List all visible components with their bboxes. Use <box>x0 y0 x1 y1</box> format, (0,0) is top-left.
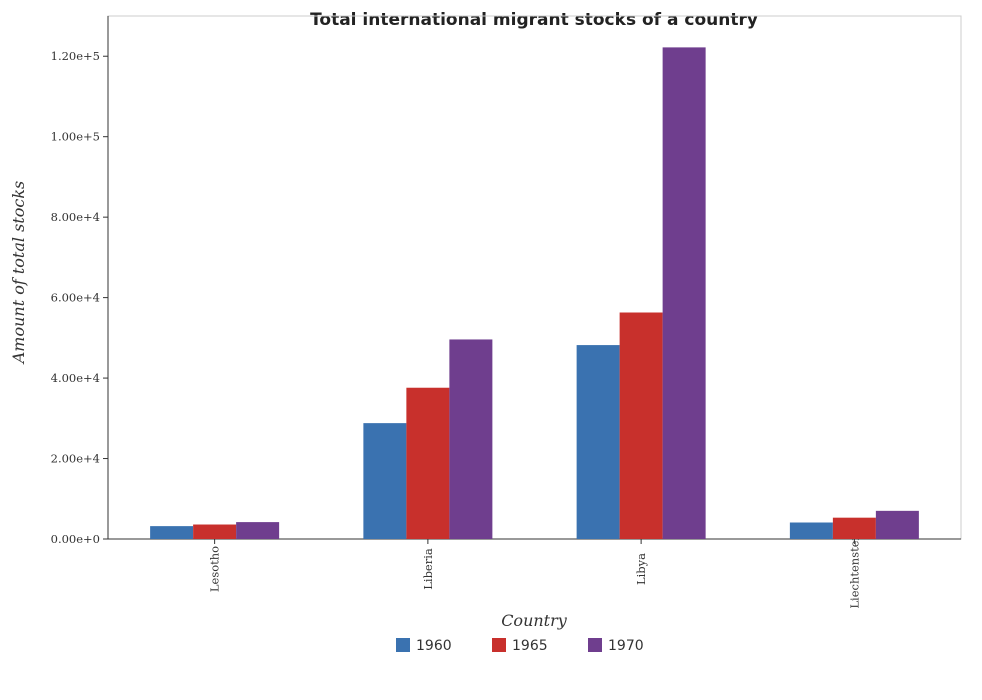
bar-1960-liberia <box>363 423 407 539</box>
bar-1960-liechtenstein <box>789 522 833 539</box>
x-tick-label: Libya <box>634 553 648 585</box>
y-tick-label: 2.00e+4 <box>51 452 100 466</box>
y-tick-label: 4.00e+4 <box>51 371 100 385</box>
y-tick-label: 0.00e+0 <box>51 532 100 546</box>
y-tick-label: 1.00e+5 <box>51 130 100 144</box>
bar-1965-lesotho <box>193 524 237 539</box>
x-tick-label: Lesotho <box>208 546 222 592</box>
plot-frame <box>107 15 962 540</box>
legend-label-1965: 1965 <box>512 638 548 654</box>
x-tick-label: Liberia <box>421 548 435 590</box>
x-tick-label: Liechtenstein <box>847 529 861 609</box>
legend-swatch-1970 <box>588 638 602 652</box>
legend-swatch-1965 <box>492 638 506 652</box>
chart-title: Total international migrant stocks of a … <box>310 10 758 30</box>
y-tick-label: 8.00e+4 <box>51 210 100 224</box>
y-tick-label: 1.20e+5 <box>51 49 100 63</box>
bar-1965-liechtenstein <box>832 517 876 539</box>
legend-label-1960: 1960 <box>416 638 452 654</box>
bar-1970-lesotho <box>236 522 280 539</box>
x-axis-label: Country <box>501 611 568 630</box>
y-axis-label: Amount of total stocks <box>9 181 28 366</box>
legend: 1960 1965 1970 <box>396 638 644 654</box>
legend-swatch-1960 <box>396 638 410 652</box>
plot-area: 0.00e+0 2.00e+4 4.00e+4 6.00e+4 8.00e+4 1.00e… <box>51 15 962 609</box>
bar-1965-libya <box>619 312 663 539</box>
bar-1965-liberia <box>406 387 450 539</box>
bar-1960-lesotho <box>150 526 194 539</box>
y-tick-label: 6.00e+4 <box>51 291 100 305</box>
bar-1970-libya <box>662 47 706 539</box>
bar-1960-libya <box>576 345 620 539</box>
legend-label-1970: 1970 <box>608 638 644 654</box>
bar-1970-liberia <box>449 339 493 539</box>
bar-1970-liechtenstein <box>875 510 919 539</box>
